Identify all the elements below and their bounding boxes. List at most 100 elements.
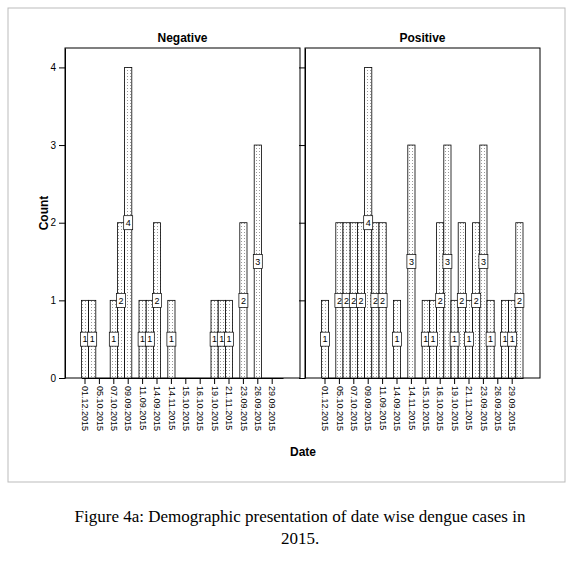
y-tick-label: 3 [50,140,56,151]
x-tick: 01.12.2015 [80,378,90,431]
data-label: 2 [358,296,363,306]
x-tick-label: 09.09.2015 [123,386,133,431]
x-tick-mark [497,378,498,384]
x-tick-mark [454,378,455,384]
x-tick-mark [353,378,354,384]
x-tick-label: 14.09.2015 [392,386,402,431]
bar [429,300,436,378]
x-tick-label: 21.11.2015 [464,386,474,430]
data-label: 1 [510,334,515,344]
x-tick: 26.09.2015 [493,378,503,431]
data-label: 1 [322,334,327,344]
bar [408,145,415,378]
data-label-box [253,255,262,269]
data-label-box [357,293,366,307]
data-label: 1 [502,334,507,344]
bar [516,223,523,378]
x-tick-label: 09.09.2015 [363,386,373,431]
bar [379,223,386,378]
bar [225,300,232,378]
data-label: 2 [517,296,522,306]
x-tick-mark [397,378,398,384]
data-label-box [88,332,97,346]
data-label: 4 [366,218,371,228]
panel-frame [305,48,540,378]
x-tick: 14.11.2015 [407,378,417,430]
x-tick-mark [368,378,369,384]
y-tick-mark [299,300,305,301]
x-tick: 07.10.2015 [109,378,119,431]
x-tick-mark [185,378,186,384]
y-axis [299,49,306,379]
x-tick: 26.09.2015 [253,378,263,431]
x-tick: 09.09.2015 [363,378,373,431]
x-axis: 01.12.2015 05.10.2015 07.10.2015 09.09.2015… [80,378,283,431]
bar [125,67,132,378]
data-label-box [124,216,133,230]
bar [168,300,175,378]
bar [393,300,400,378]
panel-title: Positive [399,31,445,45]
data-label-box [472,293,481,307]
x-tick-label: 23.09.2015 [479,386,489,431]
y-tick-mark [299,145,305,146]
data-label-box [378,293,387,307]
data-label: 2 [459,296,464,306]
y-tick-label: 2 [50,217,56,228]
y-tick: 2 [50,217,65,228]
x-tick-label: 14.11.2015 [167,386,177,430]
y-tick [299,378,305,379]
data-label-box [239,293,248,307]
data-label: 3 [481,257,486,267]
x-tick-mark [142,378,143,384]
x-tick-mark [113,378,114,384]
x-tick-label: 26.09.2015 [493,386,503,431]
data-labels: 12222422131123121231112 [321,216,524,346]
data-label: 1 [226,334,231,344]
y-tick-mark [59,67,65,68]
bar [465,300,472,378]
panel-title: Negative [157,31,207,45]
y-axis-title: Count [37,196,51,231]
data-label: 1 [430,334,435,344]
data-labels: 11124112111123 [81,216,263,346]
x-tick-mark [257,378,258,384]
y-tick [299,223,305,224]
data-label: 1 [219,334,224,344]
bar [473,223,480,378]
x-tick: 16.10.2015 [195,378,205,431]
bar [437,223,444,378]
x-tick-mark [425,378,426,384]
data-label-box [109,332,118,346]
data-label-box [479,255,488,269]
data-label: 4 [126,218,131,228]
x-tick-mark [128,378,129,384]
x-tick: 14.09.2015 [392,378,402,431]
x-tick-label: 01.12.2015 [320,386,330,431]
data-label-box [393,332,402,346]
data-label: 1 [147,334,152,344]
data-label: 2 [474,296,479,306]
y-tick-label: 4 [50,62,56,73]
data-label-box [457,293,466,307]
x-tick: 19.10.2015 [450,378,460,431]
y-tick-label: 0 [50,373,56,384]
y-tick-mark [299,378,305,379]
data-label: 1 [452,334,457,344]
y-axis-line [305,49,306,379]
data-label-box [443,255,452,269]
data-label: 2 [380,296,385,306]
x-tick-label: 19.10.2015 [450,386,460,431]
bar [254,145,261,378]
x-tick-label: 26.09.2015 [253,386,263,431]
data-label: 1 [90,334,95,344]
data-label-box [515,293,524,307]
data-label: 2 [351,296,356,306]
x-tick-label: 21.11.2015 [224,386,234,430]
data-label: 3 [445,257,450,267]
x-tick-label: 23.09.2015 [239,386,249,431]
x-tick-label: 11.09.2015 [378,386,388,430]
x-tick-label: 05.10.2015 [95,386,105,431]
data-label: 2 [154,296,159,306]
y-tick [299,67,305,68]
